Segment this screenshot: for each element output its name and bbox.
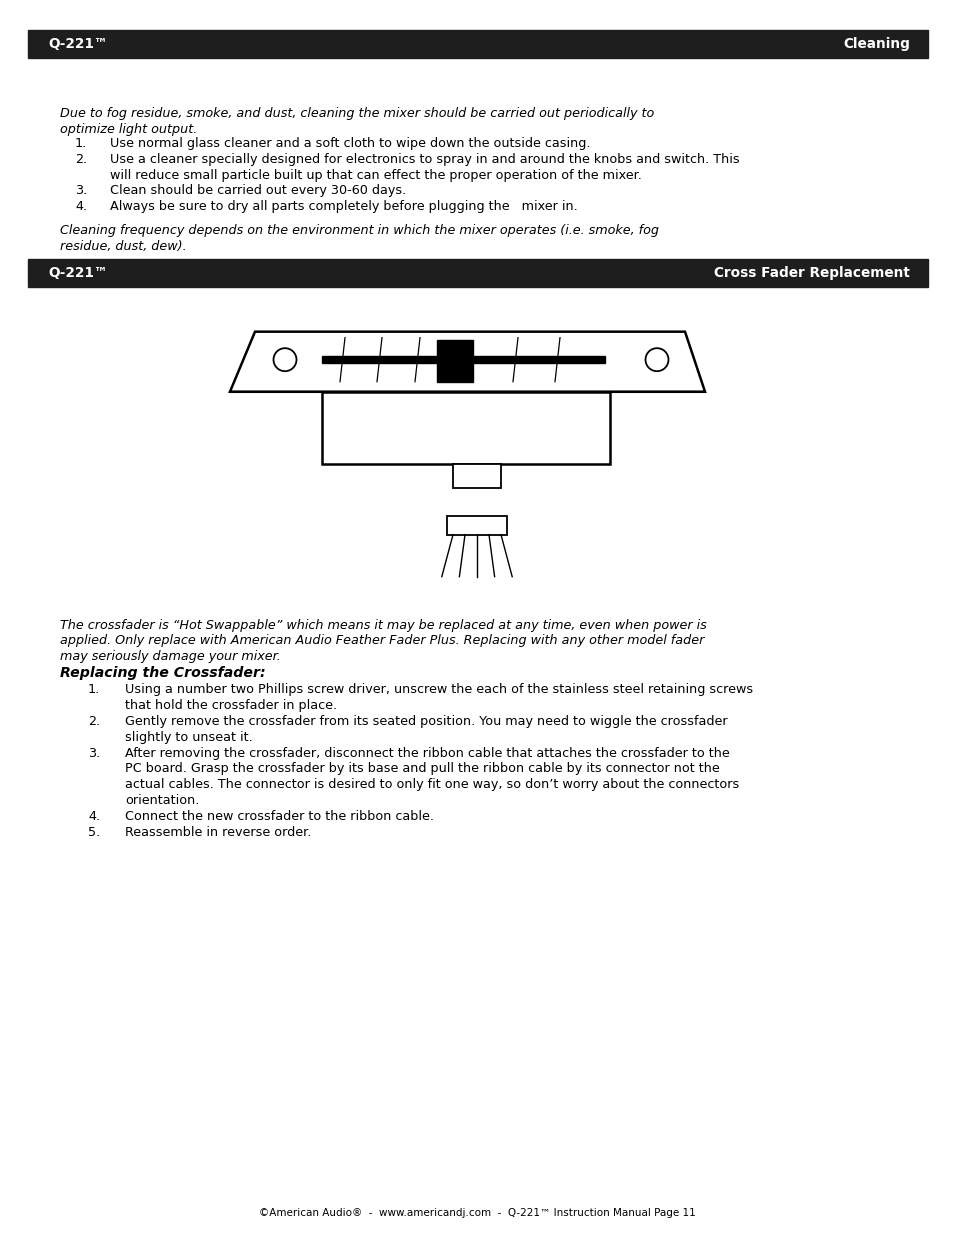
Text: 2.: 2.: [88, 715, 100, 729]
Text: 3.: 3.: [75, 184, 87, 198]
Text: Cross Fader Replacement: Cross Fader Replacement: [714, 266, 909, 279]
Text: 3.: 3.: [88, 747, 100, 760]
Circle shape: [645, 348, 668, 372]
Text: Connect the new crossfader to the ribbon cable.: Connect the new crossfader to the ribbon…: [125, 810, 434, 823]
Text: Cleaning frequency depends on the environment in which the mixer operates (i.e. : Cleaning frequency depends on the enviro…: [60, 224, 659, 237]
Text: PC board. Grasp the crossfader by its base and pull the ribbon cable by its conn: PC board. Grasp the crossfader by its ba…: [125, 762, 719, 776]
Text: residue, dust, dew).: residue, dust, dew).: [60, 240, 187, 253]
Text: 4.: 4.: [88, 810, 100, 823]
Text: 5.: 5.: [88, 826, 100, 839]
Text: slightly to unseat it.: slightly to unseat it.: [125, 731, 253, 743]
Text: ©American Audio®  -  www.americandj.com  -  Q-221™ Instruction Manual Page 11: ©American Audio® - www.americandj.com - …: [258, 1208, 695, 1218]
Text: 2.: 2.: [75, 153, 87, 165]
Text: Always be sure to dry all parts completely before plugging the   mixer in.: Always be sure to dry all parts complete…: [110, 200, 578, 214]
Text: actual cables. The connector is desired to only fit one way, so don’t worry abou: actual cables. The connector is desired …: [125, 778, 739, 792]
Bar: [28, 258, 927, 287]
Text: may seriously damage your mixer.: may seriously damage your mixer.: [60, 651, 280, 663]
Text: Reassemble in reverse order.: Reassemble in reverse order.: [125, 826, 311, 839]
Text: Q-221™: Q-221™: [48, 266, 108, 279]
Text: 1.: 1.: [88, 683, 100, 697]
Text: will reduce small particle built up that can effect the proper operation of the : will reduce small particle built up that…: [110, 169, 641, 182]
Text: The crossfader is “Hot Swappable” which means it may be replaced at any time, ev: The crossfader is “Hot Swappable” which …: [60, 619, 706, 631]
Text: Use normal glass cleaner and a soft cloth to wipe down the outside casing.: Use normal glass cleaner and a soft clot…: [110, 137, 590, 149]
Text: Replacing the Crossfader:: Replacing the Crossfader:: [60, 666, 265, 680]
Bar: [28, 30, 927, 58]
Bar: [322, 356, 604, 363]
Bar: [453, 463, 500, 488]
Text: 4.: 4.: [75, 200, 87, 214]
Text: Due to fog residue, smoke, and dust, cleaning the mixer should be carried out pe: Due to fog residue, smoke, and dust, cle…: [60, 107, 654, 120]
Text: Cleaning: Cleaning: [842, 37, 909, 51]
Bar: [322, 391, 609, 463]
Text: Clean should be carried out every 30-60 days.: Clean should be carried out every 30-60 …: [110, 184, 406, 198]
Polygon shape: [230, 332, 704, 391]
Bar: [436, 340, 473, 382]
Text: optimize light output.: optimize light output.: [60, 122, 197, 136]
Bar: [447, 516, 506, 535]
Text: After removing the crossfader, disconnect the ribbon cable that attaches the cro: After removing the crossfader, disconnec…: [125, 747, 729, 760]
Circle shape: [274, 348, 296, 372]
Text: Using a number two Phillips screw driver, unscrew the each of the stainless stee: Using a number two Phillips screw driver…: [125, 683, 752, 697]
Text: Use a cleaner specially designed for electronics to spray in and around the knob: Use a cleaner specially designed for ele…: [110, 153, 739, 165]
Text: 1.: 1.: [75, 137, 87, 149]
Text: Q-221™: Q-221™: [48, 37, 108, 51]
Text: Gently remove the crossfader from its seated position. You may need to wiggle th: Gently remove the crossfader from its se…: [125, 715, 727, 729]
Text: that hold the crossfader in place.: that hold the crossfader in place.: [125, 699, 336, 713]
Text: orientation.: orientation.: [125, 794, 199, 806]
Text: applied. Only replace with American Audio Feather Fader Plus. Replacing with any: applied. Only replace with American Audi…: [60, 635, 703, 647]
